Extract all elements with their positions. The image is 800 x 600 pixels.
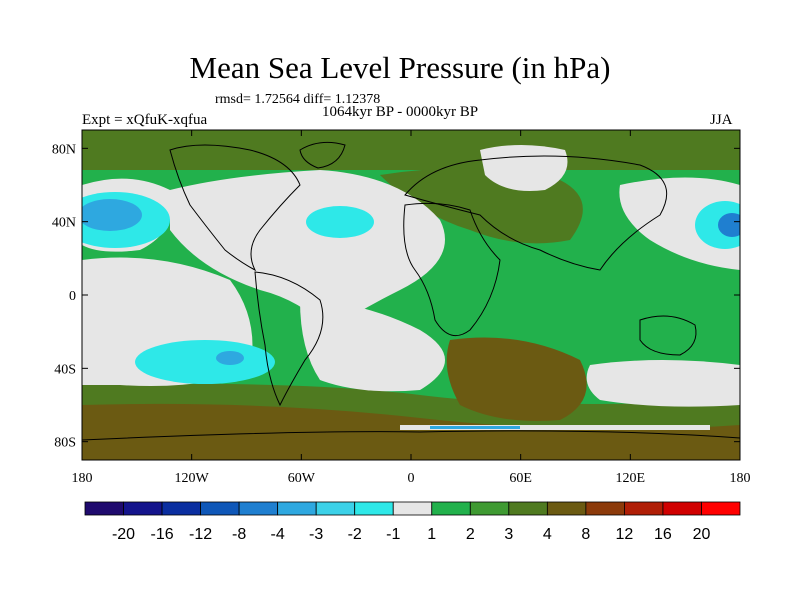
colorbar-label: -8 <box>232 526 246 543</box>
map-title: Mean Sea Level Pressure (in hPa) <box>189 50 611 85</box>
axis-ticks <box>81 130 741 460</box>
y-tick-label: 80N <box>52 142 76 157</box>
colorbar-swatch <box>200 501 240 516</box>
colorbar-label: 20 <box>693 526 711 543</box>
antarctic-streak-blue <box>430 426 520 429</box>
colorbar-swatch <box>238 501 279 516</box>
greenland-outline <box>299 141 346 169</box>
colorbar-swatch <box>469 501 510 516</box>
colorbar-label: 4 <box>543 526 552 543</box>
colorbar-label: -2 <box>348 526 362 543</box>
time-period: 1064kyr BP - 0000kyr BP <box>322 104 479 120</box>
colorbar-swatch <box>701 501 741 516</box>
contour-fill-layer <box>82 130 740 460</box>
north-america-outline <box>169 144 301 272</box>
x-tick-label: 180 <box>730 471 751 486</box>
colorbar-swatch <box>508 501 548 516</box>
south-america-outline <box>254 271 324 407</box>
colorbar-label: 12 <box>616 526 634 543</box>
rmsd-diff-stats: rmsd= 1.72564 diff= 1.12378 <box>215 92 381 107</box>
colorbar-label: 2 <box>466 526 475 543</box>
south-atlantic-zone <box>446 337 587 421</box>
coastlines <box>82 141 740 441</box>
colorbar-swatch <box>315 501 356 516</box>
y-tick-labels: 80N 40N 0 40S 80S <box>52 142 76 450</box>
antarctic-streak <box>400 425 710 430</box>
y-tick-label: 0 <box>69 289 76 304</box>
y-tick-label: 40S <box>54 362 76 377</box>
colorbar-label: -12 <box>189 526 212 543</box>
colorbar-swatch <box>585 501 625 516</box>
antarctica-outline <box>82 430 740 441</box>
colorbar-label: 8 <box>581 526 590 543</box>
y-tick-label: 40N <box>52 216 76 231</box>
colorbar-swatch <box>662 501 702 516</box>
africa-outline <box>403 202 501 337</box>
indian-ocean-neutral <box>586 360 740 407</box>
colorbar-label: -1 <box>386 526 400 543</box>
north-pacific-low-east-core <box>718 213 740 237</box>
colorbar-swatch <box>123 501 163 516</box>
atlantic-neutral <box>170 170 445 330</box>
eurasia-outline <box>404 155 668 271</box>
colorbar-swatch <box>84 501 124 516</box>
colorbar: -20 -16 -12 -8 -4 -3 -2 -1 1 2 3 4 8 12 16 20 <box>84 501 741 543</box>
x-tick-label: 180 <box>72 471 93 486</box>
colorbar-label: -3 <box>309 526 323 543</box>
north-pacific-low-west-core <box>82 199 142 231</box>
colorbar-swatch <box>624 501 664 516</box>
australia-outline <box>639 315 697 356</box>
colorbar-swatch <box>277 501 317 516</box>
colorbar-swatch <box>431 501 471 516</box>
colorbar-label: 16 <box>654 526 672 543</box>
north-pacific-low-east <box>695 201 740 249</box>
colorbar-label: 1 <box>427 526 436 543</box>
x-tick-labels: 180 120W 60W 0 60E 120E 180 <box>72 471 751 486</box>
season-label: JJA <box>710 112 733 128</box>
colorbar-swatch <box>161 501 201 516</box>
x-tick-label: 60E <box>509 471 532 486</box>
colorbar-label: -20 <box>112 526 135 543</box>
colorbar-label: -4 <box>271 526 285 543</box>
experiment-label: Expt = xQfuK-xqfua <box>82 112 208 128</box>
x-tick-label: 120E <box>616 471 646 486</box>
south-pacific-low <box>135 340 275 384</box>
x-tick-label: 120W <box>175 471 210 486</box>
colorbar-label: -16 <box>150 526 173 543</box>
north-pacific-neutral-east <box>619 177 740 270</box>
x-tick-label: 60W <box>288 471 316 486</box>
colorbar-label: 3 <box>504 526 513 543</box>
colorbar-swatch <box>354 501 394 516</box>
colorbar-swatch <box>546 501 587 516</box>
north-atlantic-low <box>306 206 374 238</box>
x-tick-label: 0 <box>408 471 415 486</box>
colorbar-swatch <box>392 501 433 516</box>
y-tick-label: 80S <box>54 436 76 451</box>
south-pacific-low-core <box>216 351 244 365</box>
south-atlantic-neutral <box>300 300 445 392</box>
